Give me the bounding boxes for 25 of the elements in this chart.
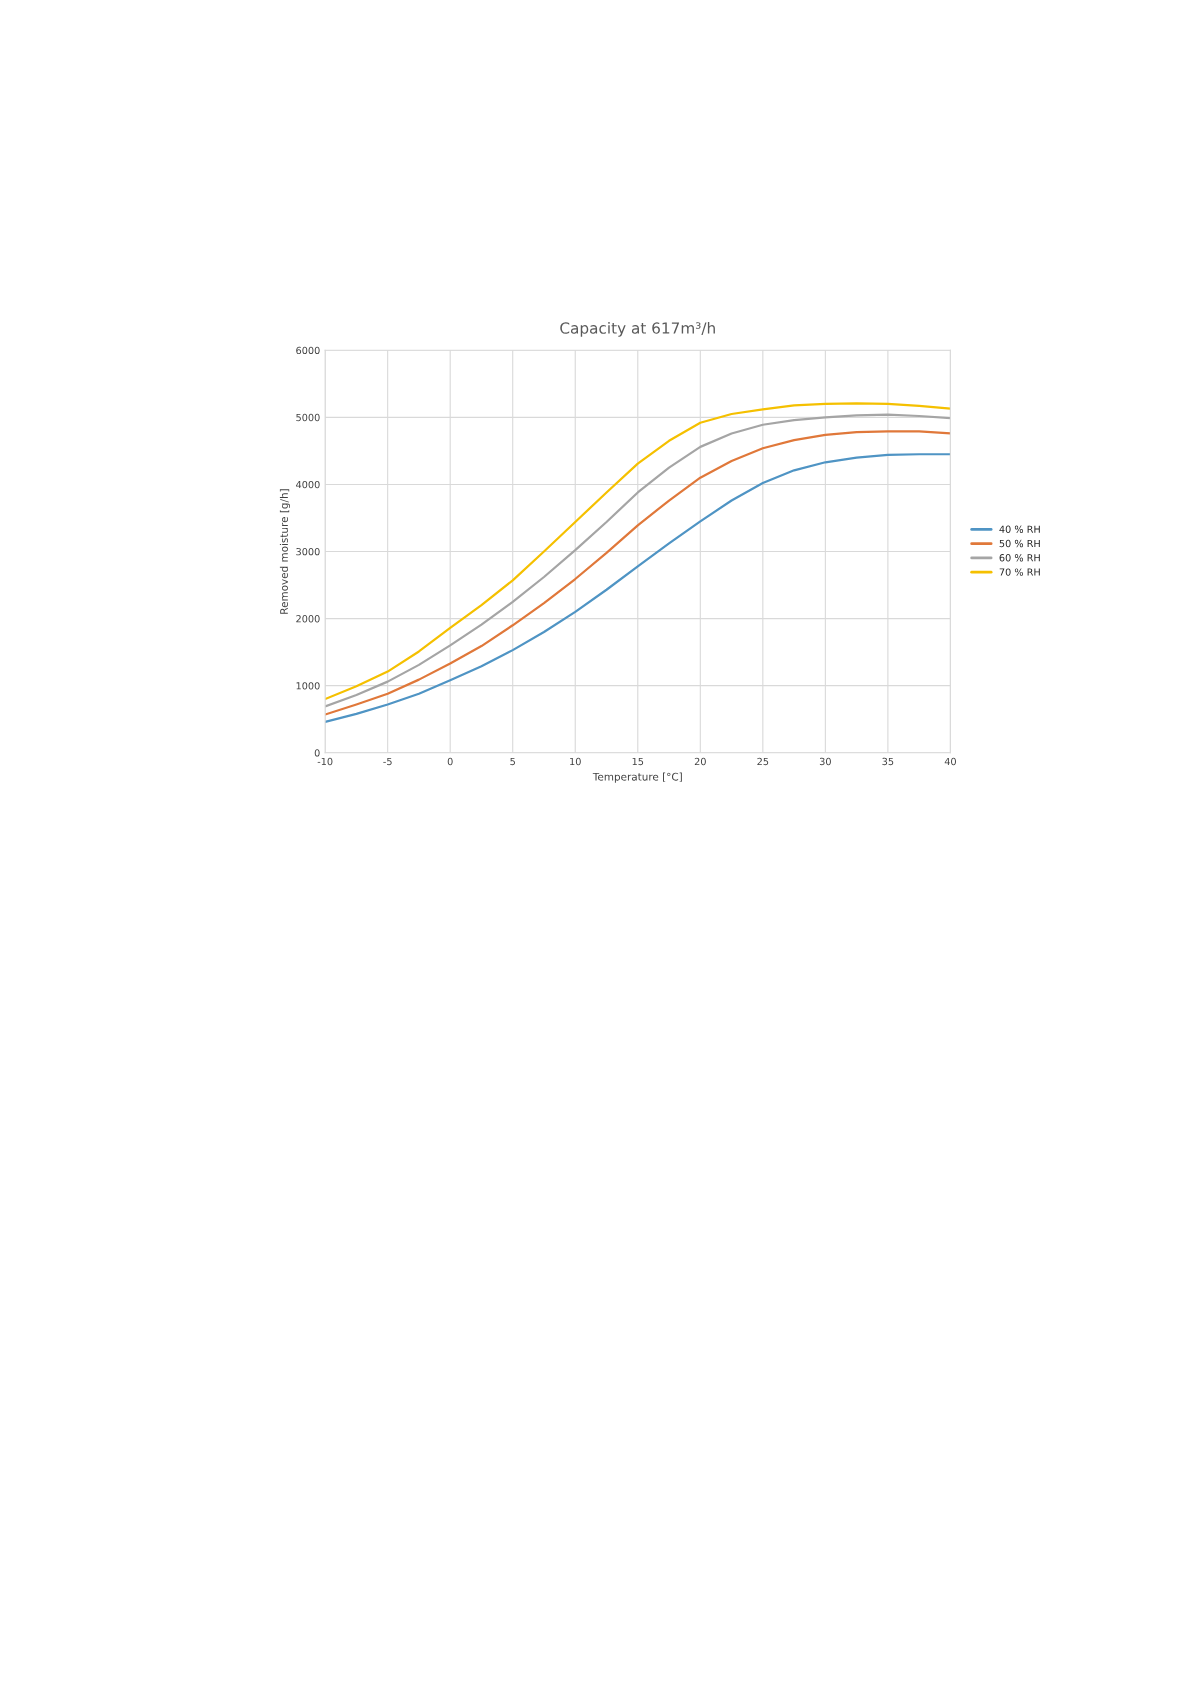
x-axis-title: Temperature [°C] <box>592 772 682 783</box>
x-tick-label: 25 <box>757 757 769 766</box>
x-tick-label: -10 <box>317 757 333 766</box>
y-tick-label: 0 <box>314 749 320 757</box>
legend-label: 40 % RH <box>999 525 1040 533</box>
y-tick-label: 4000 <box>296 480 320 489</box>
legend-label: 50 % RH <box>999 539 1040 548</box>
x-tick-label: 15 <box>632 757 644 766</box>
x-tick-label: 0 <box>447 757 453 766</box>
y-tick-label: 2000 <box>296 615 320 623</box>
legend-label: 70 % RH <box>999 568 1040 576</box>
chart-title: Capacity at 617m³/h <box>560 322 715 337</box>
y-axis-title: Removed moisture [g/h] <box>279 489 290 614</box>
x-tick-label: 5 <box>510 757 515 766</box>
y-tick-label: 6000 <box>296 346 320 355</box>
x-tick-label: 10 <box>570 757 581 766</box>
y-tick-label: 3000 <box>296 547 320 556</box>
legend-label: 60 % RH <box>999 554 1040 562</box>
x-tick-label: 30 <box>819 757 831 766</box>
y-tick-label: 5000 <box>296 413 320 422</box>
x-tick-label: 20 <box>694 757 706 766</box>
x-tick-label: 35 <box>882 757 894 766</box>
x-tick-label: 40 <box>944 757 956 766</box>
y-tick-label: 1000 <box>296 682 320 690</box>
x-tick-label: -5 <box>383 757 392 766</box>
